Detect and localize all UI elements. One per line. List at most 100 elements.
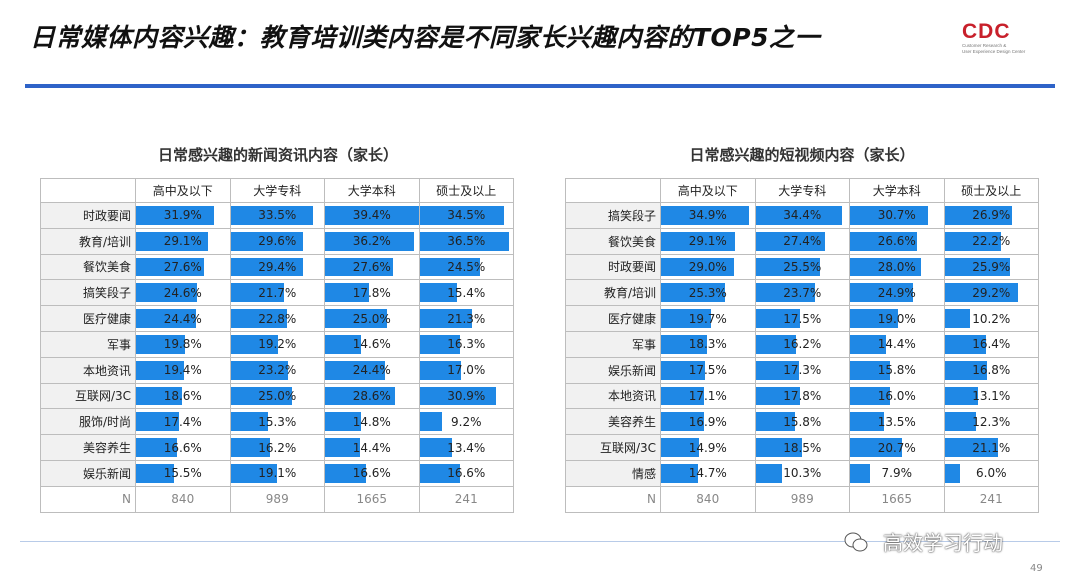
data-bar	[944, 463, 960, 483]
data-label: 18.3%	[688, 337, 727, 352]
data-bar	[325, 438, 361, 457]
row-label: 本地资讯	[565, 382, 661, 410]
value-cell: 28.0%	[849, 253, 945, 281]
data-bar	[661, 309, 711, 328]
header-row: 高中及以下 大学专科 大学本科 硕士及以上	[40, 178, 514, 203]
data-bar	[230, 412, 269, 432]
table-row: 娱乐新闻 17.5% 17.3% 15.8% 16.8%	[565, 356, 1039, 384]
n-value: 989	[754, 485, 850, 513]
value-cell: 17.1%	[660, 382, 756, 410]
data-label: 26.9%	[972, 208, 1011, 223]
value-cell: 13.5%	[849, 408, 945, 436]
value-cell: 14.4%	[324, 434, 420, 461]
data-label: 19.2%	[258, 337, 297, 352]
watermark: 高效学习行动	[843, 527, 1003, 556]
row-label: 餐饮美食	[565, 227, 661, 255]
data-bar	[850, 463, 870, 483]
value-cell: 20.7%	[849, 434, 945, 461]
data-bar	[661, 438, 699, 457]
data-bar	[325, 334, 361, 354]
data-label: 16.6%	[163, 440, 202, 455]
data-bar	[136, 231, 208, 251]
column-header: 大学专科	[229, 178, 325, 203]
data-bar	[419, 463, 461, 483]
row-label: 教育/培训	[565, 279, 661, 307]
data-bar	[661, 231, 735, 251]
data-label: 15.8%	[877, 363, 916, 378]
value-cell: 31.9%	[135, 202, 231, 229]
value-cell: 12.3%	[943, 408, 1039, 436]
data-label: 15.5%	[163, 466, 202, 481]
data-label: 19.0%	[877, 311, 916, 326]
column-header: 硕士及以上	[943, 178, 1039, 203]
data-bar	[230, 386, 292, 406]
data-bar	[661, 360, 706, 380]
value-cell: 39.4%	[324, 202, 420, 229]
row-label: 互联网/3C	[40, 382, 136, 410]
data-label: 17.5%	[688, 363, 727, 378]
data-label: 13.5%	[877, 414, 916, 429]
data-bar	[944, 334, 986, 354]
data-label: 17.8%	[783, 388, 822, 403]
table-row: 军事 18.3% 16.2% 14.4% 16.4%	[565, 330, 1039, 358]
value-cell: 10.2%	[943, 305, 1039, 332]
n-label: N	[40, 485, 136, 513]
value-cell: 26.6%	[849, 227, 945, 255]
data-label: 14.4%	[352, 440, 391, 455]
row-label: 军事	[565, 330, 661, 358]
row-label: 教育/培训	[40, 227, 136, 255]
column-header: 大学专科	[754, 178, 850, 203]
value-cell: 23.2%	[229, 356, 325, 384]
data-label: 33.5%	[258, 208, 297, 223]
data-bar	[850, 309, 898, 328]
data-label: 34.4%	[783, 208, 822, 223]
data-bar	[136, 334, 185, 354]
data-label: 17.3%	[783, 363, 822, 378]
data-bar	[850, 206, 928, 225]
logo-text: CDC	[962, 20, 1011, 43]
value-cell: 9.2%	[418, 408, 514, 436]
value-cell: 25.9%	[943, 253, 1039, 281]
data-label: 16.0%	[877, 388, 916, 403]
row-label: 时政要闻	[565, 253, 661, 281]
sample-size-row: N 840 989 1665 241	[565, 485, 1039, 513]
row-label: 医疗健康	[565, 305, 661, 332]
data-bar	[230, 463, 278, 483]
value-cell: 28.6%	[324, 382, 420, 410]
value-cell: 29.1%	[660, 227, 756, 255]
data-label: 19.1%	[258, 466, 297, 481]
data-label: 19.4%	[163, 363, 202, 378]
table-row: 互联网/3C 14.9% 18.5% 20.7% 21.1%	[565, 434, 1039, 461]
data-label: 10.3%	[783, 466, 822, 481]
table-row: 教育/培训 25.3% 23.7% 24.9% 29.2%	[565, 279, 1039, 307]
data-label: 21.3%	[447, 311, 486, 326]
data-bar	[755, 463, 782, 483]
value-cell: 16.4%	[943, 330, 1039, 358]
data-bar	[944, 360, 987, 380]
table-row: 餐饮美食 29.1% 27.4% 26.6% 22.2%	[565, 227, 1039, 255]
data-label: 25.9%	[972, 259, 1011, 274]
data-bar	[136, 412, 179, 432]
row-label: 餐饮美食	[40, 253, 136, 281]
data-bar	[230, 206, 313, 225]
row-label: 情感	[565, 459, 661, 487]
row-label: 搞笑段子	[40, 279, 136, 307]
data-bar	[230, 360, 288, 380]
data-label: 29.1%	[688, 234, 727, 249]
value-cell: 16.2%	[754, 330, 850, 358]
value-cell: 16.6%	[418, 459, 514, 487]
value-cell: 17.5%	[660, 356, 756, 384]
data-bar	[944, 386, 978, 406]
data-bar	[661, 206, 750, 225]
data-label: 24.5%	[447, 259, 486, 274]
value-cell: 25.3%	[660, 279, 756, 307]
value-cell: 29.1%	[135, 227, 231, 255]
value-cell: 14.7%	[660, 459, 756, 487]
data-label: 29.1%	[163, 234, 202, 249]
value-cell: 21.7%	[229, 279, 325, 307]
row-label: 本地资讯	[40, 356, 136, 384]
value-cell: 24.4%	[324, 356, 420, 384]
data-label: 17.4%	[163, 414, 202, 429]
row-label: 时政要闻	[40, 202, 136, 229]
data-bar	[419, 231, 510, 251]
